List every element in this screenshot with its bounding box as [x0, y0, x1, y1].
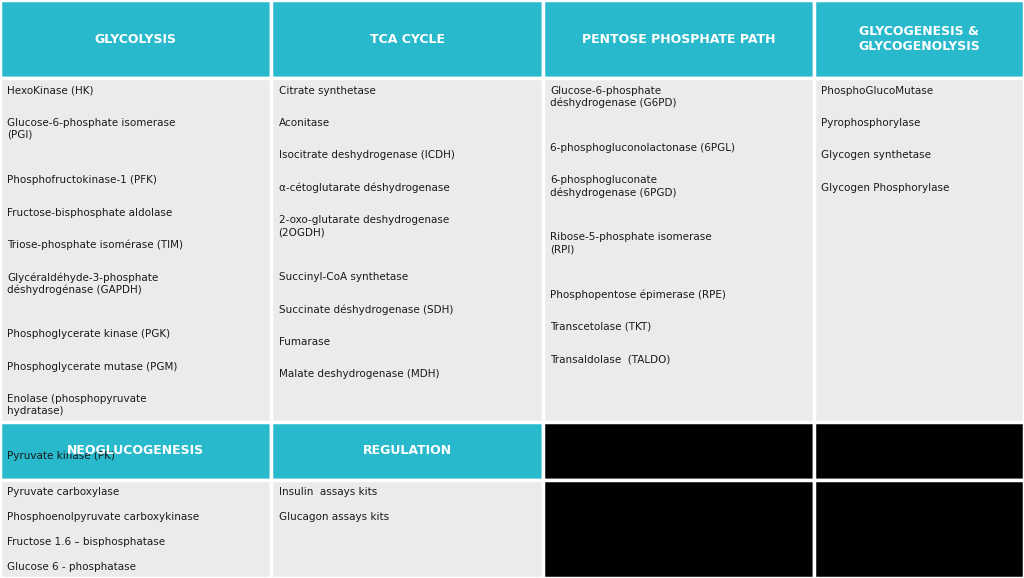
- Text: Enolase (phosphopyruvate
hydratase): Enolase (phosphopyruvate hydratase): [7, 394, 146, 416]
- Text: Phosphoenolpyruvate carboxykinase: Phosphoenolpyruvate carboxykinase: [7, 512, 200, 522]
- Text: Aconitase: Aconitase: [279, 118, 330, 128]
- Text: Glucose-6-phosphate
déshydrogenase (G6PD): Glucose-6-phosphate déshydrogenase (G6PD…: [550, 86, 677, 108]
- Bar: [814, 422, 1024, 480]
- Text: Insulin  assays kits: Insulin assays kits: [279, 487, 377, 497]
- Text: Glycogen synthetase: Glycogen synthetase: [821, 150, 931, 160]
- Text: PENTOSE PHOSPHATE PATH: PENTOSE PHOSPHATE PATH: [582, 32, 775, 46]
- Text: Glycéraldéhyde-3-phosphate
déshydrogénase (GAPDH): Glycéraldéhyde-3-phosphate déshydrogénas…: [7, 272, 159, 295]
- Text: 6-phosphogluconolactonase (6PGL): 6-phosphogluconolactonase (6PGL): [550, 143, 735, 153]
- Text: Pyruvate kinase (PK): Pyruvate kinase (PK): [7, 451, 115, 461]
- Bar: [271, 78, 543, 422]
- Text: Glucagon assays kits: Glucagon assays kits: [279, 512, 389, 522]
- Text: REGULATION: REGULATION: [362, 444, 452, 457]
- Text: Phosphoglycerate mutase (PGM): Phosphoglycerate mutase (PGM): [7, 362, 177, 372]
- Bar: [0, 422, 271, 480]
- Text: α-cétoglutarate déshydrogenase: α-cétoglutarate déshydrogenase: [279, 183, 450, 193]
- Bar: [271, 0, 543, 78]
- Text: Phosphoglycerate kinase (PGK): Phosphoglycerate kinase (PGK): [7, 329, 170, 339]
- Text: Phosphopentose épimerase (RPE): Phosphopentose épimerase (RPE): [550, 290, 726, 300]
- Text: Isocitrate deshydrogenase (ICDH): Isocitrate deshydrogenase (ICDH): [279, 150, 455, 160]
- Text: TCA CYCLE: TCA CYCLE: [370, 32, 444, 46]
- Text: 2-oxo-glutarate deshydrogenase
(2OGDH): 2-oxo-glutarate deshydrogenase (2OGDH): [279, 215, 449, 237]
- Text: Pyrophosphorylase: Pyrophosphorylase: [821, 118, 921, 128]
- Text: NEOGLUCOGENESIS: NEOGLUCOGENESIS: [68, 444, 204, 457]
- Text: GLYCOLYSIS: GLYCOLYSIS: [94, 32, 177, 46]
- Text: GLYCOGENESIS &
GLYCOGENOLYSIS: GLYCOGENESIS & GLYCOGENOLYSIS: [858, 25, 980, 53]
- Bar: [814, 0, 1024, 78]
- Bar: [0, 0, 271, 78]
- Bar: [543, 422, 814, 480]
- Text: Ribose-5-phosphate isomerase
(RPI): Ribose-5-phosphate isomerase (RPI): [550, 232, 712, 254]
- Text: Succinate déshydrogenase (SDH): Succinate déshydrogenase (SDH): [279, 305, 453, 315]
- Text: Fructose 1.6 – bisphosphatase: Fructose 1.6 – bisphosphatase: [7, 537, 165, 547]
- Text: Malate deshydrogenase (MDH): Malate deshydrogenase (MDH): [279, 369, 439, 379]
- Text: PhosphoGlucoMutase: PhosphoGlucoMutase: [821, 86, 933, 95]
- Text: 6-phosphogluconate
déshydrogenase (6PGD): 6-phosphogluconate déshydrogenase (6PGD): [550, 175, 677, 198]
- Bar: [543, 480, 814, 578]
- Bar: [0, 78, 271, 422]
- Text: HexoKinase (HK): HexoKinase (HK): [7, 86, 93, 95]
- Text: Transcetolase (TKT): Transcetolase (TKT): [550, 322, 651, 332]
- Bar: [271, 422, 543, 480]
- Text: Glycogen Phosphorylase: Glycogen Phosphorylase: [821, 183, 949, 192]
- Bar: [271, 480, 543, 578]
- Text: Glucose 6 - phosphatase: Glucose 6 - phosphatase: [7, 562, 136, 572]
- Text: Citrate synthetase: Citrate synthetase: [279, 86, 375, 95]
- Bar: [543, 0, 814, 78]
- Text: Pyruvate carboxylase: Pyruvate carboxylase: [7, 487, 120, 497]
- Text: Fumarase: Fumarase: [279, 337, 330, 347]
- Text: Fructose-bisphosphate aldolase: Fructose-bisphosphate aldolase: [7, 208, 172, 217]
- Bar: [814, 78, 1024, 422]
- Bar: [543, 78, 814, 422]
- Text: Phosphofructokinase-1 (PFK): Phosphofructokinase-1 (PFK): [7, 175, 157, 185]
- Text: Triose-phosphate isomérase (TIM): Triose-phosphate isomérase (TIM): [7, 240, 183, 250]
- Text: Glucose-6-phosphate isomerase
(PGI): Glucose-6-phosphate isomerase (PGI): [7, 118, 175, 140]
- Bar: [814, 480, 1024, 578]
- Text: Transaldolase  (TALDO): Transaldolase (TALDO): [550, 354, 671, 364]
- Text: Succinyl-CoA synthetase: Succinyl-CoA synthetase: [279, 272, 408, 282]
- Bar: [0, 480, 271, 578]
